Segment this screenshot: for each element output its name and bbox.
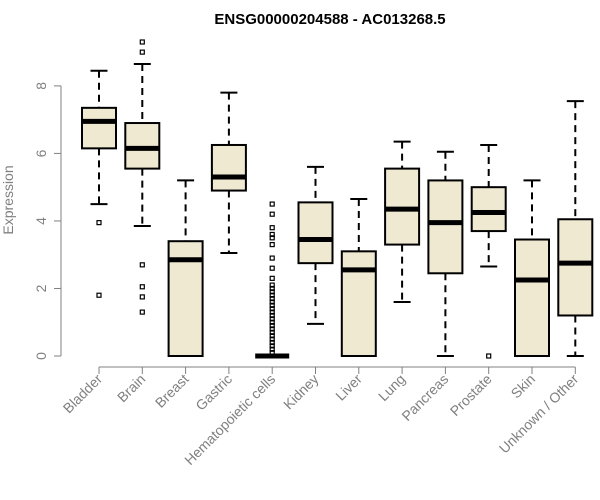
- outlier-point: [269, 231, 275, 238]
- box-kidney: [297, 165, 334, 325]
- outlier-point: [269, 326, 275, 332]
- outlier-point: [96, 292, 102, 298]
- x-tick-label: Pancreas: [398, 371, 451, 424]
- outlier-point: [139, 49, 145, 55]
- outlier-point: [139, 294, 145, 300]
- outlier-point: [269, 350, 275, 356]
- x-tick-label: Bladder: [60, 371, 106, 417]
- outlier-point: [269, 333, 275, 339]
- outlier-point: [269, 302, 275, 308]
- outlier-point: [269, 285, 275, 292]
- iqr-box: [124, 122, 161, 170]
- outlier-point: [269, 343, 275, 349]
- outlier-point: [269, 339, 275, 346]
- iqr-box: [514, 238, 550, 357]
- box-liver: [340, 198, 377, 357]
- x-tick-label: Liver: [332, 371, 365, 404]
- iqr-box: [384, 167, 421, 246]
- box-skin: [514, 179, 550, 357]
- outlier-point: [269, 316, 275, 322]
- x-tick-label: Prostate: [447, 371, 495, 419]
- box-pancreas: [427, 150, 464, 357]
- outlier-point: [269, 289, 275, 295]
- x-tick-label: Unknown / Other: [496, 371, 582, 457]
- box-lung: [384, 140, 421, 303]
- x-tick-label: Breast: [152, 371, 192, 411]
- outlier-point: [269, 282, 275, 288]
- y-tick-label: 2: [33, 284, 49, 292]
- iqr-box: [297, 201, 334, 265]
- y-axis: 0 2 4 6 8: [33, 82, 62, 360]
- outlier-point: [269, 329, 275, 335]
- x-tick-label: Skin: [508, 371, 539, 402]
- iqr-box: [340, 250, 377, 357]
- box-unknown-other: [557, 100, 594, 357]
- outlier-point: [96, 220, 102, 226]
- iqr-box: [81, 106, 117, 150]
- outlier-point: [269, 211, 275, 217]
- outlier-point: [269, 255, 275, 261]
- outlier-point: [269, 346, 275, 352]
- outlier-point: [139, 39, 145, 45]
- box-breast: [167, 179, 204, 357]
- iqr-box: [427, 179, 464, 275]
- outlier-point: [269, 299, 275, 305]
- y-tick-label: 6: [33, 149, 49, 157]
- outlier-point: [269, 275, 275, 281]
- outlier-point: [269, 319, 275, 325]
- chart-title: ENSG00000204588 - AC013268.5: [214, 11, 445, 28]
- boxes-group: [81, 39, 594, 359]
- outlier-point: [139, 284, 145, 290]
- outlier-point: [269, 241, 275, 248]
- y-axis-label: Expression: [0, 165, 16, 234]
- outlier-point: [269, 309, 275, 315]
- outlier-point: [139, 262, 145, 268]
- x-tick-label: Lung: [375, 371, 408, 404]
- outlier-point: [269, 225, 275, 231]
- y-tick-label: 4: [33, 217, 49, 225]
- box-brain: [124, 39, 161, 315]
- outlier-point: [269, 296, 275, 302]
- box-prostate: [470, 143, 507, 359]
- outlier-point: [269, 265, 275, 271]
- outlier-point: [269, 312, 275, 319]
- outlier-point: [269, 336, 275, 342]
- outlier-point: [139, 309, 145, 315]
- outlier-point: [269, 292, 275, 298]
- outlier-point: [269, 306, 275, 312]
- iqr-box: [210, 143, 247, 192]
- outlier-point: [269, 201, 275, 207]
- y-tick-label: 8: [33, 82, 49, 90]
- box-bladder: [81, 69, 117, 298]
- outlier-point: [269, 323, 275, 329]
- iqr-box: [557, 218, 594, 317]
- box-hematopoietic-cells: [255, 201, 290, 359]
- x-tick-label: Kidney: [280, 371, 322, 413]
- x-tick-label: Gastric: [192, 371, 235, 414]
- x-tick-label: Brain: [114, 371, 148, 405]
- outlier-point: [269, 235, 275, 241]
- y-tick-label: 0: [33, 352, 49, 360]
- outlier-point: [486, 353, 492, 359]
- iqr-box: [470, 186, 507, 233]
- box-gastric: [210, 91, 247, 255]
